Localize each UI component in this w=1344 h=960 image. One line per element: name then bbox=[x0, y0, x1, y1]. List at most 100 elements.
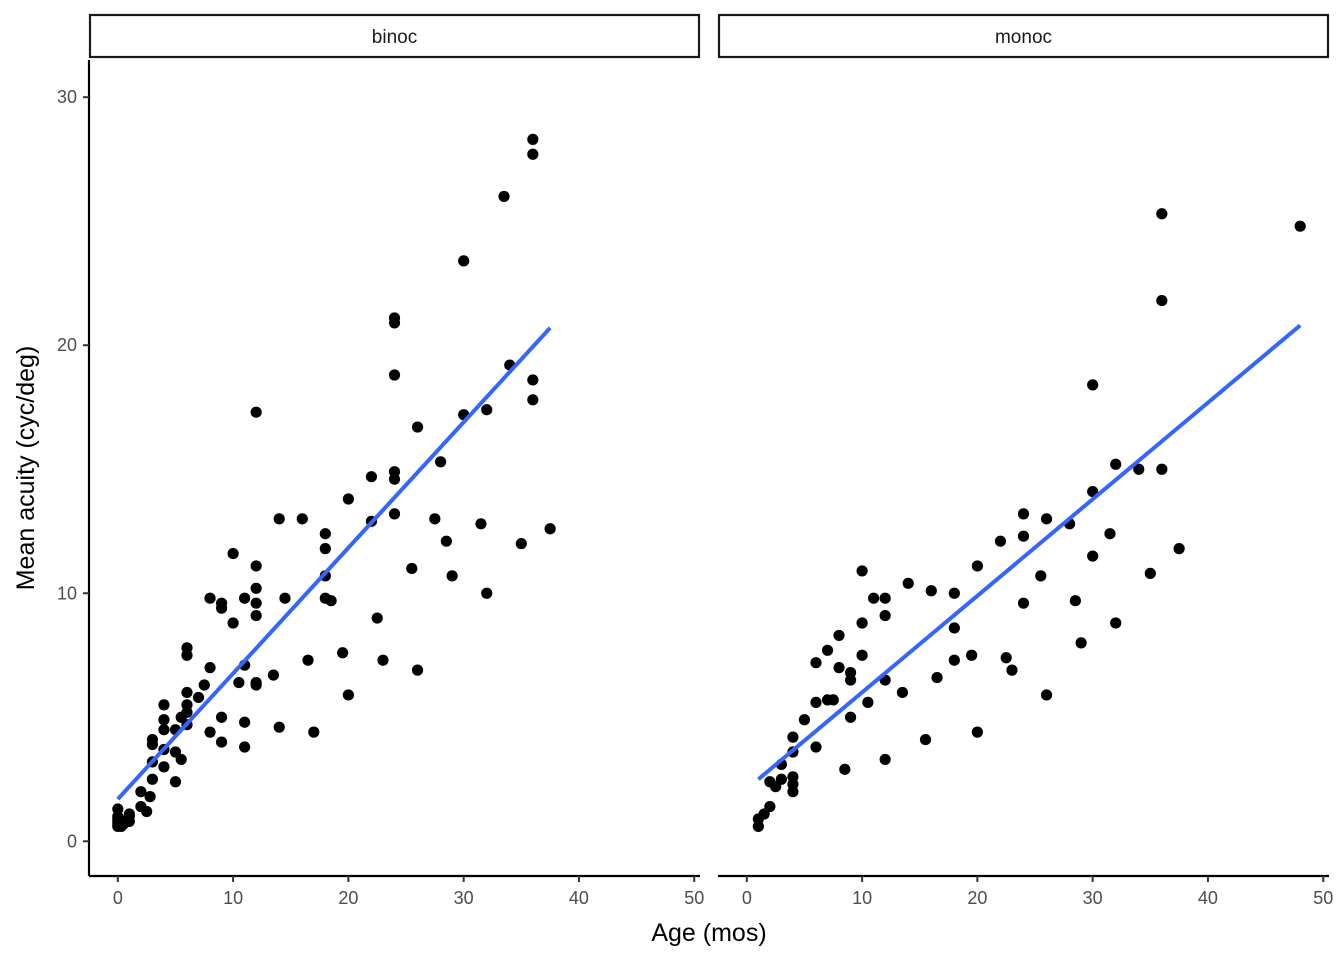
data-point bbox=[966, 649, 978, 661]
data-point bbox=[1040, 513, 1053, 525]
x-tick-label: 0 bbox=[113, 888, 123, 908]
data-point bbox=[994, 535, 1007, 547]
data-point bbox=[319, 543, 331, 555]
data-point bbox=[146, 773, 159, 785]
data-point bbox=[1006, 664, 1018, 676]
data-point bbox=[1104, 528, 1116, 540]
data-point bbox=[844, 711, 857, 723]
data-point bbox=[1156, 294, 1168, 307]
data-point bbox=[971, 560, 983, 572]
data-point bbox=[844, 667, 857, 679]
data-point bbox=[112, 803, 124, 815]
data-point bbox=[481, 404, 493, 416]
data-point bbox=[250, 560, 262, 572]
data-point bbox=[250, 609, 262, 622]
data-point bbox=[1294, 220, 1306, 232]
data-point bbox=[833, 662, 845, 674]
x-tick-label: 40 bbox=[569, 888, 589, 908]
data-point bbox=[1075, 637, 1087, 649]
data-point bbox=[902, 577, 914, 589]
data-point bbox=[388, 312, 401, 324]
data-point bbox=[215, 736, 228, 748]
data-point bbox=[879, 753, 891, 766]
data-point bbox=[1017, 530, 1030, 542]
data-point bbox=[227, 617, 239, 629]
data-point bbox=[406, 562, 418, 575]
data-point bbox=[1133, 463, 1145, 475]
data-point bbox=[319, 528, 331, 540]
data-point bbox=[273, 721, 285, 733]
data-point bbox=[1156, 208, 1168, 220]
x-tick-label: 30 bbox=[454, 888, 474, 908]
x-axis-title: Age (mos) bbox=[651, 919, 766, 947]
facet-strip-label: binoc bbox=[372, 27, 417, 48]
data-point bbox=[879, 609, 891, 622]
facet-strip bbox=[717, 13, 1330, 59]
data-point bbox=[273, 513, 285, 525]
data-point bbox=[787, 731, 799, 743]
data-point bbox=[388, 508, 401, 520]
data-point bbox=[475, 518, 487, 530]
data-point bbox=[1000, 652, 1012, 664]
data-point bbox=[204, 726, 216, 738]
data-point bbox=[515, 538, 527, 550]
data-point bbox=[856, 617, 868, 629]
data-point bbox=[1040, 689, 1053, 701]
data-point bbox=[204, 592, 216, 604]
data-point bbox=[1017, 597, 1030, 609]
data-point bbox=[925, 585, 937, 597]
data-point bbox=[446, 570, 458, 582]
data-point bbox=[1087, 379, 1099, 391]
data-point bbox=[821, 644, 834, 656]
data-point bbox=[948, 587, 960, 599]
data-point bbox=[527, 374, 539, 386]
data-point bbox=[1087, 550, 1099, 562]
x-tick-label: 0 bbox=[742, 888, 752, 908]
data-point bbox=[250, 582, 262, 594]
facet-panel-monoc: monoc 0 10 20 30 40 50 bbox=[717, 13, 1333, 908]
x-tick-label: 50 bbox=[1313, 888, 1333, 908]
data-point bbox=[365, 471, 378, 483]
data-point bbox=[919, 733, 932, 746]
data-point bbox=[1110, 458, 1122, 470]
data-point bbox=[181, 642, 193, 654]
data-point bbox=[239, 716, 251, 728]
data-point bbox=[239, 592, 251, 604]
data-point bbox=[267, 669, 280, 681]
data-point bbox=[810, 696, 822, 708]
data-point bbox=[146, 733, 159, 746]
data-point bbox=[862, 696, 874, 708]
y-tick-label: 30 bbox=[57, 87, 77, 107]
data-point bbox=[135, 786, 147, 798]
x-tick-label: 40 bbox=[1198, 888, 1218, 908]
y-tick-label: 20 bbox=[57, 335, 77, 355]
data-point bbox=[198, 679, 210, 691]
data-point bbox=[1156, 463, 1168, 475]
data-point bbox=[371, 612, 383, 624]
data-point bbox=[239, 741, 251, 753]
data-point bbox=[527, 148, 539, 160]
data-point bbox=[498, 190, 510, 203]
data-point bbox=[810, 657, 822, 669]
x-tick-label: 20 bbox=[338, 888, 358, 908]
data-point bbox=[215, 711, 228, 723]
data-point bbox=[527, 133, 539, 145]
data-point bbox=[1144, 567, 1156, 580]
data-point bbox=[388, 369, 401, 381]
data-point bbox=[158, 699, 170, 711]
data-point bbox=[1110, 617, 1122, 629]
data-point bbox=[175, 753, 187, 766]
data-point bbox=[192, 691, 205, 704]
data-point bbox=[435, 456, 447, 468]
data-point bbox=[337, 647, 349, 659]
facet-strip-label: monoc bbox=[995, 27, 1052, 48]
data-point bbox=[227, 547, 239, 560]
data-point bbox=[141, 805, 153, 818]
data-point bbox=[181, 699, 193, 711]
data-point bbox=[879, 592, 891, 604]
data-point bbox=[342, 493, 354, 505]
data-point bbox=[279, 592, 291, 604]
data-point bbox=[215, 597, 228, 609]
data-point bbox=[123, 808, 135, 820]
